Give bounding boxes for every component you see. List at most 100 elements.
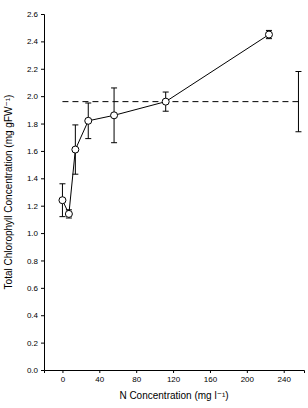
data-point xyxy=(65,210,72,217)
y-tick-mark xyxy=(41,124,44,125)
y-tick-mark xyxy=(41,370,44,371)
x-tick-mark xyxy=(62,370,63,373)
x-tick-mark xyxy=(284,370,285,373)
x-tick: 240 xyxy=(278,370,292,384)
y-tick: 2.4 xyxy=(27,37,44,46)
error-bar xyxy=(85,103,91,139)
y-tick-label: 1.6 xyxy=(27,147,39,156)
y-tick: 1.4 xyxy=(27,174,44,183)
x-tick-label: 200 xyxy=(241,375,255,384)
reference-error-bar xyxy=(295,72,301,132)
error-bar xyxy=(266,30,272,38)
error-cap xyxy=(111,87,117,88)
x-tick-label: 240 xyxy=(278,375,292,384)
x-tick-mark xyxy=(99,370,100,373)
y-tick-mark xyxy=(41,14,44,15)
y-tick-label: 1.4 xyxy=(27,174,39,183)
x-tick-label: 0 xyxy=(61,375,66,384)
y-tick: 0.6 xyxy=(27,284,44,293)
y-tick-mark xyxy=(41,315,44,316)
error-cap xyxy=(59,216,65,217)
data-point xyxy=(265,31,272,38)
y-tick: 1.0 xyxy=(27,229,44,238)
error-bar xyxy=(111,88,117,143)
error-bar xyxy=(59,184,65,217)
y-tick-mark xyxy=(41,151,44,152)
error-cap xyxy=(59,183,65,184)
y-tick-label: 2.2 xyxy=(27,65,39,74)
x-tick: 120 xyxy=(167,370,181,384)
x-axis-title: N Concentration (mg l⁻¹) xyxy=(119,390,228,401)
x-tick-mark xyxy=(210,370,211,373)
y-tick-label: 0.2 xyxy=(27,339,39,348)
error-bar xyxy=(66,210,72,218)
data-point xyxy=(85,117,92,124)
y-tick-mark xyxy=(41,288,44,289)
y-tick: 2.0 xyxy=(27,92,44,101)
x-tick-label: 40 xyxy=(95,375,104,384)
y-tick-mark xyxy=(41,41,44,42)
y-tick-mark xyxy=(41,96,44,97)
y-tick-mark xyxy=(41,178,44,179)
x-tick: 200 xyxy=(241,370,255,384)
y-tick-mark xyxy=(41,233,44,234)
y-tick: 2.2 xyxy=(27,65,44,74)
y-tick: 1.8 xyxy=(27,120,44,129)
x-tick: 0 xyxy=(61,370,66,384)
error-cap xyxy=(111,142,117,143)
error-stem xyxy=(298,72,299,132)
y-tick-label: 2.6 xyxy=(27,10,39,19)
error-bar xyxy=(163,92,169,111)
y-tick: 0.8 xyxy=(27,257,44,266)
x-tick-mark xyxy=(173,370,174,373)
error-cap xyxy=(163,92,169,93)
data-line xyxy=(62,35,269,214)
y-tick-label: 1.0 xyxy=(27,229,39,238)
x-tick: 80 xyxy=(132,370,141,384)
data-point xyxy=(162,98,169,105)
data-point xyxy=(59,197,66,204)
x-tick-mark xyxy=(136,370,137,373)
y-tick-mark xyxy=(41,206,44,207)
y-tick: 0.4 xyxy=(27,311,44,320)
chart: 0 40 80 120 160 200 240 0.0 0.2 0.4 0.6 0.8 1.0 1.2 1.… xyxy=(0,0,308,408)
x-tick: 40 xyxy=(95,370,104,384)
y-axis-line xyxy=(41,15,45,371)
y-tick: 0.2 xyxy=(27,339,44,348)
error-cap xyxy=(85,138,91,139)
x-tick-mark xyxy=(247,370,248,373)
y-tick: 1.6 xyxy=(27,147,44,156)
y-tick-label: 0.0 xyxy=(27,366,39,375)
error-cap xyxy=(295,71,301,72)
reference-line xyxy=(62,101,298,102)
x-tick: 160 xyxy=(204,370,218,384)
x-axis-line xyxy=(45,371,305,374)
y-tick-label: 1.8 xyxy=(27,120,39,129)
y-axis-title: Total Chlorophyll Concentration (mg gFW⁻… xyxy=(3,95,14,290)
y-tick-label: 2.4 xyxy=(27,37,39,46)
y-tick: 1.2 xyxy=(27,202,44,211)
error-cap xyxy=(72,174,78,175)
plot: 0 40 80 120 160 200 240 0.0 0.2 0.4 0.6 0.8 1.0 1.2 1.… xyxy=(27,10,305,384)
error-cap xyxy=(85,103,91,104)
data-point xyxy=(111,112,118,119)
error-cap xyxy=(163,111,169,112)
error-cap xyxy=(295,131,301,132)
error-cap xyxy=(72,124,78,125)
x-tick-label: 160 xyxy=(204,375,218,384)
y-tick-label: 2.0 xyxy=(27,92,39,101)
y-tick-mark xyxy=(41,69,44,70)
y-tick-label: 1.2 xyxy=(27,202,39,211)
y-tick: 0.0 xyxy=(27,366,44,375)
y-axis: 0.0 0.2 0.4 0.6 0.8 1.0 1.2 1.4 1.6 1.8 2.0 2.2 2.4 2… xyxy=(27,10,45,375)
marks xyxy=(59,30,302,218)
y-tick-mark xyxy=(41,343,44,344)
x-axis: 0 40 80 120 160 200 240 xyxy=(45,370,305,384)
data-point xyxy=(72,146,79,153)
x-tick-label: 80 xyxy=(132,375,141,384)
y-tick-label: 0.6 xyxy=(27,284,39,293)
x-tick-label: 120 xyxy=(167,375,181,384)
error-bar xyxy=(72,125,78,174)
y-tick-label: 0.4 xyxy=(27,311,39,320)
y-tick-mark xyxy=(41,260,44,261)
